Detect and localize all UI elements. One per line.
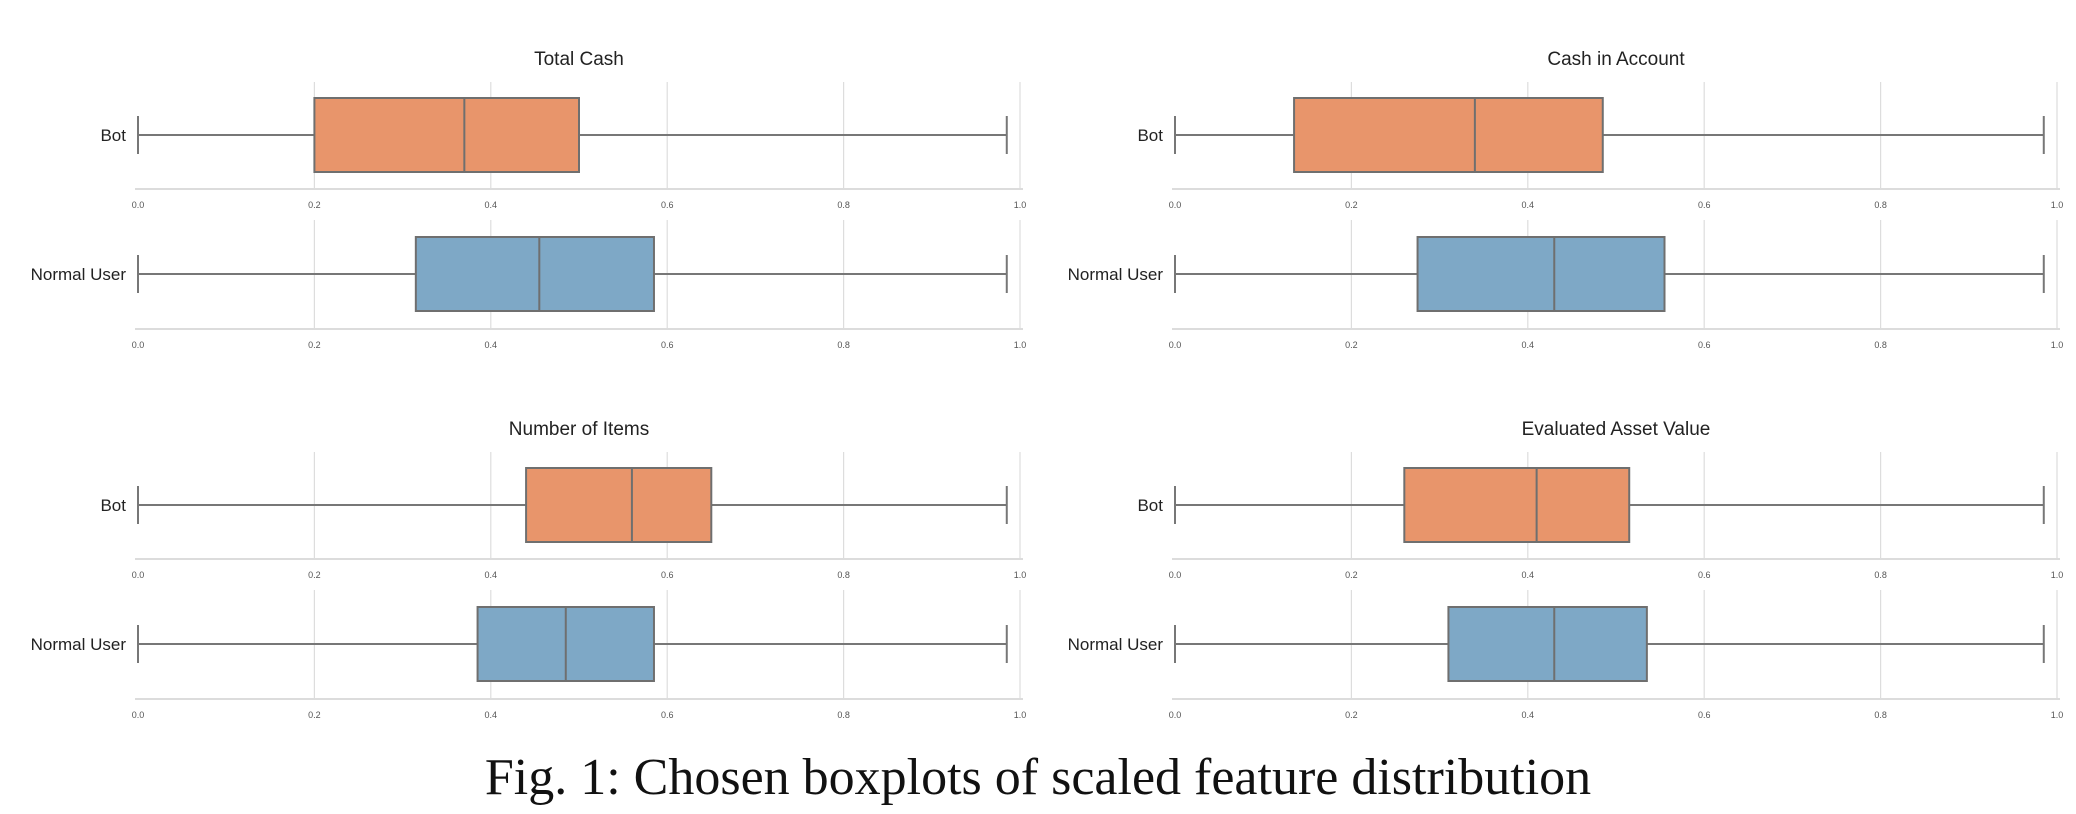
x-tick-label: 0.2 [308, 710, 321, 720]
y-category-label: Bot [1137, 496, 1163, 515]
x-tick-label: 0.0 [132, 200, 145, 210]
x-tick-label: 0.2 [308, 340, 321, 350]
x-tick-label: 0.6 [661, 710, 674, 720]
iqr-box [414, 236, 655, 312]
x-tick-label: 0.2 [308, 200, 321, 210]
x-tick-label: 0.4 [1522, 570, 1535, 580]
row-normal-user: 0.0 0.2 0.4 0.6 0.8 1.0 Normal User [1068, 220, 2064, 350]
iqr-box [1293, 97, 1604, 173]
row-normal-user: 0.0 0.2 0.4 0.6 0.8 1.0 Normal User [31, 590, 1027, 720]
x-tick-label: 1.0 [1014, 200, 1027, 210]
y-category-label: Normal User [31, 635, 127, 654]
y-category-label: Normal User [31, 265, 127, 284]
subplot-title: Total Cash [534, 49, 624, 70]
x-tick-label: 0.2 [1345, 570, 1358, 580]
x-tick-label: 0.4 [1522, 340, 1535, 350]
x-tick-label: 1.0 [1014, 340, 1027, 350]
x-tick-label: 0.0 [132, 570, 145, 580]
x-tick-label: 0.8 [837, 570, 850, 580]
subplot-title: Cash in Account [1547, 49, 1685, 70]
row-bot: 0.0 0.2 0.4 0.6 0.8 1.0 Bot [1137, 452, 2063, 580]
x-tick-label: 0.6 [661, 340, 674, 350]
subplot-1: Total Cash 0.0 0.2 0.4 0.6 0.8 1.0 Bot 0.0 0.2 0.4… [31, 49, 1027, 350]
x-tick-label: 0.6 [1698, 570, 1711, 580]
x-tick-label: 1.0 [2051, 570, 2064, 580]
y-category-label: Bot [100, 496, 126, 515]
x-tick-label: 0.6 [1698, 200, 1711, 210]
x-tick-label: 0.8 [1874, 710, 1887, 720]
x-tick-label: 0.6 [661, 570, 674, 580]
x-tick-label: 0.8 [1874, 340, 1887, 350]
y-category-label: Normal User [1068, 265, 1164, 284]
x-tick-label: 0.0 [1169, 200, 1182, 210]
x-tick-label: 0.2 [308, 570, 321, 580]
iqr-box [1416, 236, 1666, 312]
row-normal-user: 0.0 0.2 0.4 0.6 0.8 1.0 Normal User [1068, 590, 2064, 720]
row-normal-user: 0.0 0.2 0.4 0.6 0.8 1.0 Normal User [31, 220, 1027, 350]
x-tick-label: 0.4 [485, 200, 498, 210]
x-tick-label: 0.0 [132, 710, 145, 720]
x-tick-label: 0.6 [1698, 710, 1711, 720]
x-tick-label: 0.4 [485, 570, 498, 580]
iqr-box [1447, 606, 1648, 682]
x-tick-label: 0.8 [837, 710, 850, 720]
row-bot: 0.0 0.2 0.4 0.6 0.8 1.0 Bot [100, 82, 1026, 210]
x-tick-label: 0.2 [1345, 340, 1358, 350]
x-tick-label: 0.4 [1522, 200, 1535, 210]
x-tick-label: 0.4 [485, 710, 498, 720]
subplot-title: Evaluated Asset Value [1522, 419, 1711, 440]
x-tick-label: 1.0 [2051, 710, 2064, 720]
iqr-box [525, 467, 713, 543]
y-category-label: Bot [1137, 126, 1163, 145]
x-tick-label: 1.0 [2051, 340, 2064, 350]
x-tick-label: 0.0 [1169, 710, 1182, 720]
x-tick-label: 0.8 [837, 340, 850, 350]
x-tick-label: 0.0 [132, 340, 145, 350]
x-tick-label: 0.6 [661, 200, 674, 210]
x-tick-label: 0.0 [1169, 570, 1182, 580]
x-tick-label: 1.0 [1014, 570, 1027, 580]
x-tick-label: 0.0 [1169, 340, 1182, 350]
y-category-label: Bot [100, 126, 126, 145]
iqr-box [313, 97, 580, 173]
subplot-title: Number of Items [509, 419, 649, 440]
x-tick-label: 0.8 [1874, 200, 1887, 210]
x-tick-label: 0.8 [1874, 570, 1887, 580]
figure-caption: Fig. 1: Chosen boxplots of scaled featur… [484, 749, 1592, 806]
y-category-label: Normal User [1068, 635, 1164, 654]
x-tick-label: 0.2 [1345, 200, 1358, 210]
subplot-4: Evaluated Asset Value 0.0 0.2 0.4 0.6 0.8 1.0 B… [1068, 419, 2064, 720]
x-tick-label: 0.4 [485, 340, 498, 350]
x-tick-label: 0.8 [837, 200, 850, 210]
x-tick-label: 0.4 [1522, 710, 1535, 720]
x-tick-label: 0.6 [1698, 340, 1711, 350]
iqr-box [1403, 467, 1631, 543]
row-bot: 0.0 0.2 0.4 0.6 0.8 1.0 Bot [100, 452, 1026, 580]
x-tick-label: 0.2 [1345, 710, 1358, 720]
row-bot: 0.0 0.2 0.4 0.6 0.8 1.0 Bot [1137, 82, 2063, 210]
x-tick-label: 1.0 [2051, 200, 2064, 210]
x-tick-label: 1.0 [1014, 710, 1027, 720]
